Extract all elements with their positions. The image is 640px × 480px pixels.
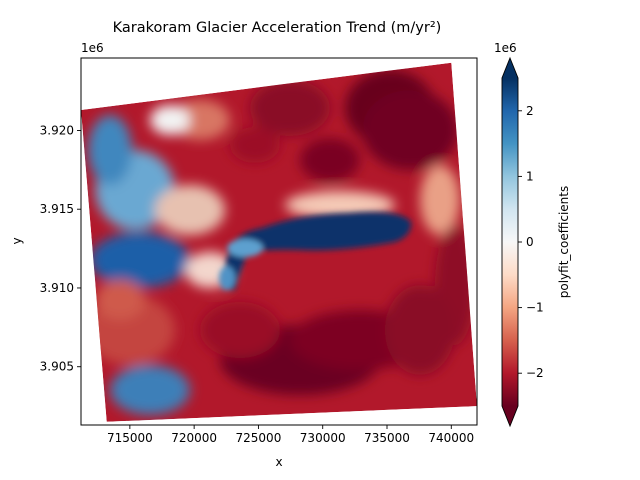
chart-title: Karakoram Glacier Acceleration Trend (m/… (113, 20, 442, 36)
x-tick-label: 735000 (364, 431, 410, 445)
x-tick-label: 720000 (171, 431, 217, 445)
x-axis-offset-label: 1e6 (81, 41, 104, 55)
colorbar-label: polyfit_coefficients (557, 186, 571, 298)
x-axis: 715000 720000 725000 730000 735000 740000 (107, 425, 474, 445)
x-axis-label: x (275, 455, 282, 469)
x-tick-label: 715000 (107, 431, 153, 445)
colorbar-tick-label: 1 (526, 169, 534, 183)
colorbar: −2 −1 0 1 2 1e6 polyfit_coefficients (494, 41, 571, 428)
colorbar-tick-label: −2 (526, 366, 544, 380)
y-tick-label: 3.915 (40, 202, 74, 216)
colorbar-gradient (502, 78, 518, 406)
colorbar-tick-label: 0 (526, 235, 534, 249)
x-tick-label: 725000 (236, 431, 282, 445)
colorbar-tick-label: 2 (526, 104, 534, 118)
x-tick-label: 740000 (428, 431, 474, 445)
x-tick-label: 730000 (300, 431, 346, 445)
colorbar-outline (501, 56, 519, 428)
plot-area (80, 57, 478, 426)
y-axis-label: y (10, 237, 24, 244)
y-axis: 3.905 3.910 3.915 3.920 (40, 123, 81, 374)
y-tick-label: 3.910 (40, 281, 74, 295)
colorbar-extend-bottom (502, 406, 518, 426)
colorbar-offset-label: 1e6 (494, 41, 517, 55)
y-tick-label: 3.920 (40, 123, 74, 137)
colorbar-tick-label: −1 (526, 301, 544, 315)
y-tick-label: 3.905 (40, 360, 74, 374)
colorbar-extend-top (502, 58, 518, 78)
